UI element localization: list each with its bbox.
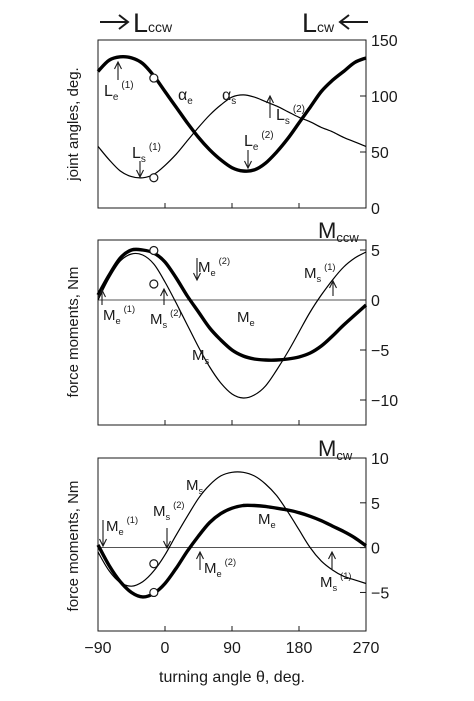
moments-cw-y-axis-label: force moments, Nm	[65, 481, 82, 612]
series-line	[96, 54, 367, 173]
annotation-b1: Me(2)	[198, 256, 230, 278]
pointer-arrowhead	[114, 60, 122, 70]
series-line	[97, 94, 367, 179]
series-line	[96, 503, 367, 599]
moments-cw-y-ticks: 10 5 0 −5	[360, 451, 389, 602]
state-marker	[149, 173, 159, 183]
y-tick-label: 0	[371, 201, 380, 218]
l-cw-label: Lcw	[302, 8, 335, 38]
moments-ccw-markers	[149, 245, 159, 289]
annotation-c6: Ms(1)	[320, 571, 352, 593]
y-tick-label: −5	[371, 343, 389, 360]
joint-angles-plot-frame	[97, 39, 367, 209]
annotation-b5: Me	[237, 309, 255, 328]
state-marker	[149, 245, 159, 256]
joint-angles-markers	[149, 73, 159, 183]
y-tick-label: −5	[371, 585, 389, 602]
annotation-c5: Me(2)	[204, 557, 236, 579]
pointer-arrowhead	[329, 279, 337, 289]
annotation-a6: Ls(1)	[132, 142, 161, 165]
annotation-a1: Le(1)	[104, 80, 134, 103]
top-direction-labels: Lccw Lcw	[100, 8, 368, 38]
joint-angles-y-ticks: 0 50 100 150	[360, 33, 398, 218]
ccw-arrowhead	[118, 14, 130, 30]
y-tick-label: 0	[371, 541, 380, 558]
pointer-arrowhead	[160, 287, 168, 297]
y-tick-label: 150	[371, 33, 398, 50]
annotations: Le(1) αe αs Ls(2)Le(2) Ls(1) Me(2) Ms(1) Me(1) M…	[98, 60, 352, 593]
x-tick-label: 180	[286, 640, 313, 657]
moments-cw-plot-frame	[97, 457, 367, 632]
annotation-a2: αe	[178, 87, 193, 107]
moments-ccw-series	[96, 247, 368, 399]
cw-arrowhead	[338, 14, 350, 30]
state-marker	[149, 73, 159, 83]
l-ccw-label: Lccw	[133, 8, 173, 38]
pointer-arrowhead	[244, 160, 252, 170]
y-tick-label: 50	[371, 145, 389, 162]
y-tick-label: 5	[371, 243, 380, 260]
joint-angles-series	[96, 54, 367, 179]
joint-angles-y-axis-label: joint angles, deg.	[65, 67, 82, 181]
m-cw-label: Mcw	[318, 436, 353, 463]
y-tick-label: 100	[371, 89, 398, 106]
x-tick-label: 90	[223, 640, 241, 657]
annotation-a4: Ls(2)	[276, 104, 305, 127]
moments-ccw-y-axis-label: force moments, Nm	[65, 267, 82, 398]
annotation-b4: Ms(2)	[150, 308, 182, 330]
annotation-c1: Ms	[186, 477, 204, 496]
x-tick-label: 0	[161, 640, 170, 657]
annotation-b6: Ms	[192, 347, 210, 366]
x-tick-label: 270	[353, 640, 380, 657]
pointer-arrowhead	[266, 94, 274, 104]
pointer-arrowhead	[196, 550, 204, 560]
annotation-c2: Me	[258, 511, 276, 530]
pointer-arrowhead	[136, 169, 144, 179]
state-marker	[149, 279, 159, 289]
annotation-b3: Me(1)	[103, 304, 135, 326]
y-tick-label: 5	[371, 496, 380, 513]
moments-ccw-panel: force moments, Nm Mccw 5 0 −5 −10	[65, 218, 398, 426]
moments-ccw-y-ticks: 5 0 −5 −10	[360, 243, 398, 410]
m-ccw-label: Mccw	[318, 218, 359, 245]
y-tick-label: 10	[371, 451, 389, 468]
series-line	[96, 247, 368, 362]
series-line	[97, 471, 367, 587]
x-axis-label: turning angle θ, deg.	[159, 669, 305, 686]
state-marker	[149, 559, 159, 569]
y-tick-label: −10	[371, 393, 398, 410]
annotation-b2: Ms(1)	[304, 262, 336, 284]
annotation-c4: Ms(2)	[153, 500, 185, 522]
series-line	[97, 251, 367, 399]
pointer-arrowhead	[328, 550, 336, 560]
moments-cw-x-ticks: −90 0 90 180 270	[84, 640, 379, 657]
y-tick-label: 0	[371, 293, 380, 310]
moments-cw-panel: force moments, Nm Mcw 10 5 0 −5 −90 0 90 180 27…	[65, 436, 389, 686]
pointer-arrowhead	[163, 540, 171, 550]
pointer-arrowhead	[98, 288, 106, 298]
annotation-c3: Me(1)	[106, 515, 138, 537]
state-marker	[149, 587, 159, 598]
moments-cw-series	[96, 471, 367, 599]
pointer-arrowhead	[99, 538, 107, 548]
moments-cw-markers	[149, 559, 159, 598]
joint-angles-panel: joint angles, deg. 0 50 100 150	[65, 33, 398, 218]
x-tick-label: −90	[84, 640, 111, 657]
pointer-arrowhead	[193, 272, 201, 282]
annotation-a5: Le(2)	[244, 130, 274, 153]
annotation-a3: αs	[222, 87, 236, 107]
